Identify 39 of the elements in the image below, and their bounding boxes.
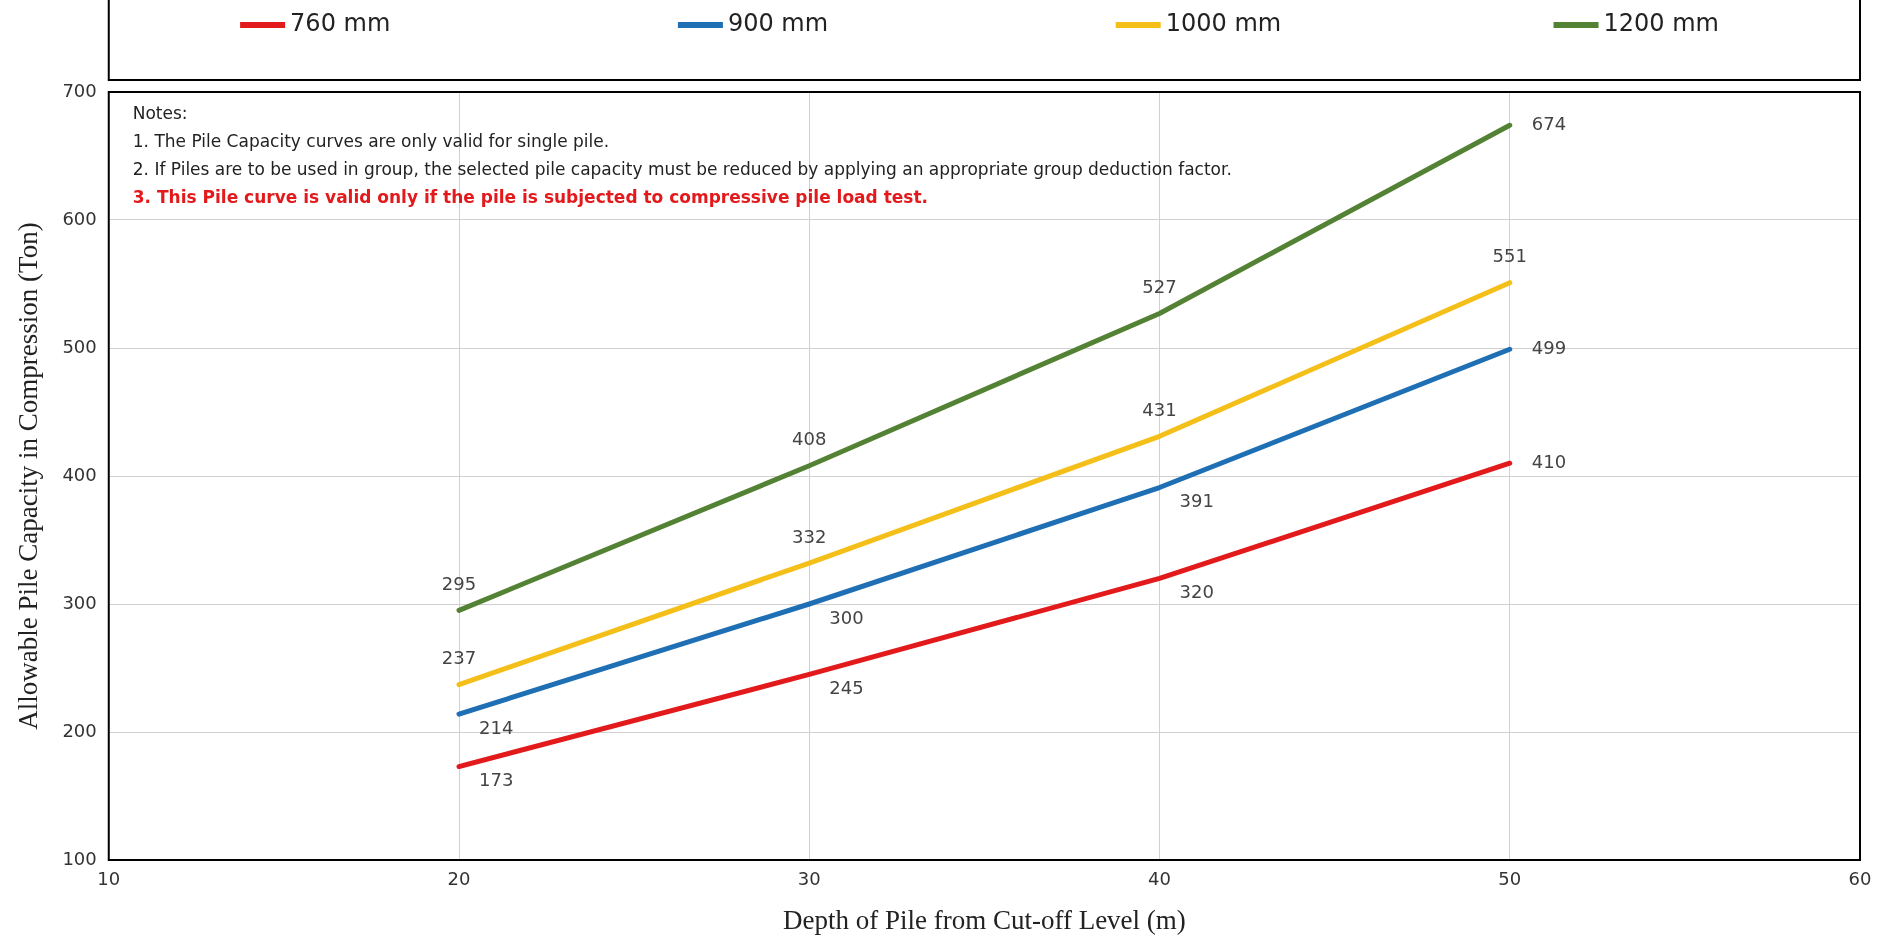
x-axis-title: Depth of Pile from Cut-off Level (m) [782,904,1186,935]
data-label: 295 [441,573,477,595]
legend-label: 900 mm [727,9,829,38]
x-tick-label: 10 [97,868,121,890]
data-label: 320 [1179,581,1214,603]
x-tick-label: 40 [1148,868,1171,890]
legend-label: 1000 mm [1165,9,1282,38]
y-tick-label: 300 [62,591,97,613]
annotation: Notes: [132,102,188,123]
data-label: 391 [1179,490,1214,512]
data-label: 527 [1142,276,1177,298]
y-tick-label: 600 [62,207,97,229]
data-label: 300 [829,606,864,628]
legend-label: 760 mm [290,9,391,38]
legend-label: 1200 mm [1603,9,1719,38]
data-label: 173 [479,769,514,791]
x-tick-label: 60 [1848,868,1872,890]
data-label: 431 [1142,398,1177,420]
y-tick-label: 700 [62,79,97,101]
y-tick-label: 400 [62,463,97,485]
y-tick-label: 200 [62,719,97,741]
y-axis-title: Allowable Pile Capacity in Compression (Ton) [13,222,44,730]
annotation: 3. This Pile curve is valid only if the pile is subjected to compressive pile load test. [132,186,929,207]
annotation: 2. If Piles are to be used in group, the selected pile capacity must be reduced by applying an appropriate group deduction factor. [132,158,1232,179]
data-label: 332 [792,525,827,547]
data-label: 499 [1531,336,1567,358]
x-tick-label: 20 [447,868,471,890]
y-tick-label: 500 [62,335,97,357]
data-label: 245 [829,677,864,699]
annotation: 1. The Pile Capacity curves are only valid for single pile. [132,130,610,151]
data-label: 214 [479,716,514,738]
x-tick-label: 50 [1498,868,1522,890]
data-label: 674 [1531,112,1567,134]
x-tick-label: 30 [797,868,821,890]
y-tick-label: 100 [62,847,97,869]
data-label: 410 [1531,450,1567,472]
data-label: 408 [792,428,827,450]
data-label: 551 [1492,245,1527,267]
data-label: 237 [441,647,477,669]
